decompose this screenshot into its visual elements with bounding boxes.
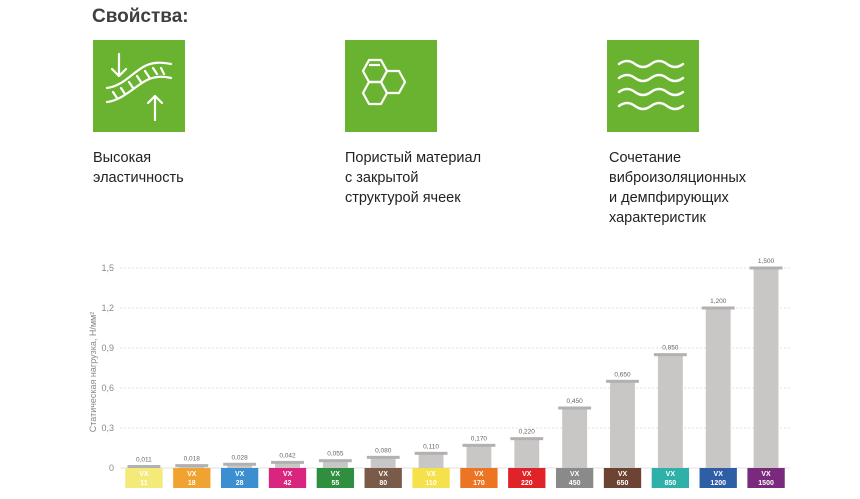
feature-text-elasticity: Высокая эластичность — [93, 150, 184, 186]
page-title: Свойства: — [92, 6, 189, 27]
data-label: 1,200 — [710, 298, 727, 305]
y-tick-label: 0,6 — [101, 383, 114, 393]
x-tick-label: VX — [379, 471, 389, 478]
data-label: 0,220 — [519, 429, 536, 436]
bar-cap — [223, 462, 257, 466]
x-tick-label: VX — [714, 471, 724, 478]
data-label: 0,650 — [614, 371, 631, 378]
x-tick-label: 80 — [379, 480, 387, 487]
data-label: 0,450 — [567, 398, 584, 405]
data-label: 0,080 — [375, 447, 392, 454]
bar-cap — [271, 460, 304, 464]
x-tick-label: 650 — [617, 480, 629, 487]
product-chip — [508, 468, 546, 488]
x-tick-label: VX — [570, 471, 580, 478]
x-tick-label: 850 — [665, 480, 677, 487]
product-chip — [268, 468, 307, 488]
x-tick-label: VX — [331, 471, 341, 478]
bar — [322, 460, 348, 468]
y-tick-label: 0,3 — [101, 423, 114, 433]
data-label: 0,055 — [327, 451, 344, 458]
bar-cap — [175, 464, 209, 468]
bar — [466, 445, 492, 468]
feature-text-vibration: Сочетание виброизоляционных и демпфирующ… — [609, 150, 747, 226]
x-tick-label: 1200 — [710, 480, 726, 487]
x-tick-label: VX — [761, 471, 771, 478]
product-chip — [364, 468, 402, 488]
product-chip — [220, 468, 259, 488]
x-tick-label: VX — [426, 471, 436, 478]
product-chip — [651, 468, 690, 488]
bar-cap — [606, 379, 639, 383]
bar-cap — [366, 455, 400, 459]
x-tick-label: VX — [187, 471, 197, 478]
product-chip — [125, 468, 163, 488]
product-chip — [555, 468, 594, 488]
x-tick-label: 170 — [473, 480, 485, 487]
product-chip — [603, 468, 642, 488]
x-tick-label: 18 — [188, 480, 196, 487]
x-tick-label: 28 — [236, 480, 244, 487]
bar-cap — [462, 443, 496, 447]
bar — [657, 354, 683, 468]
data-label: 0,170 — [471, 435, 488, 442]
bar — [610, 381, 635, 468]
data-label: 1,500 — [758, 258, 775, 265]
product-chip — [173, 468, 211, 488]
bar — [418, 453, 444, 468]
product-chip — [412, 468, 450, 488]
bar-cap — [510, 437, 544, 441]
bar-cap — [414, 451, 448, 455]
waves-icon — [607, 40, 699, 132]
data-label: 0,018 — [184, 456, 201, 463]
y-tick-label: 1,5 — [101, 263, 114, 273]
data-label: 0,028 — [232, 454, 249, 461]
x-tick-label: 55 — [331, 480, 339, 487]
x-tick-label: 11 — [140, 480, 148, 487]
x-tick-label: 42 — [284, 480, 292, 487]
bar-cap — [749, 266, 783, 270]
y-tick-label: 1,2 — [101, 303, 114, 313]
feature-text-porous: Пористый материал с закрытой структурой … — [345, 150, 482, 206]
bar-cap — [318, 459, 352, 463]
x-tick-label: VX — [283, 471, 293, 478]
x-tick-label: VX — [139, 471, 149, 478]
product-chip — [699, 468, 737, 488]
bar-cap — [701, 306, 735, 310]
data-label: 0,011 — [136, 457, 152, 464]
y-tick-label: 0 — [109, 463, 114, 473]
elasticity-icon — [93, 40, 185, 132]
bar — [227, 464, 253, 468]
x-tick-label: VX — [618, 471, 628, 478]
bar-cap — [127, 465, 161, 469]
x-tick-label: 110 — [425, 480, 436, 487]
bar — [514, 438, 540, 468]
bar — [705, 308, 731, 468]
x-tick-label: 450 — [569, 480, 581, 487]
y-tick-label: 0,9 — [101, 343, 114, 353]
bar-cap — [558, 406, 592, 410]
x-tick-label: 220 — [521, 480, 533, 487]
x-tick-label: VX — [235, 471, 245, 478]
data-label: 0,110 — [423, 443, 439, 450]
x-tick-label: VX — [666, 471, 676, 478]
x-tick-label: 1500 — [758, 480, 774, 487]
data-label: 0,850 — [662, 345, 679, 352]
y-axis-label: Статическая нагрузка, Н/мм² — [88, 312, 98, 433]
bar — [275, 462, 300, 468]
honeycomb-icon — [345, 40, 437, 132]
product-chip — [316, 468, 355, 488]
data-label: 0,042 — [279, 452, 296, 459]
product-chip — [747, 468, 785, 488]
x-tick-label: VX — [522, 471, 532, 478]
bar — [370, 457, 396, 468]
product-chip — [460, 468, 498, 488]
x-tick-label: VX — [474, 471, 484, 478]
bar — [562, 408, 588, 468]
bar-cap — [653, 353, 687, 357]
bar — [753, 268, 779, 468]
